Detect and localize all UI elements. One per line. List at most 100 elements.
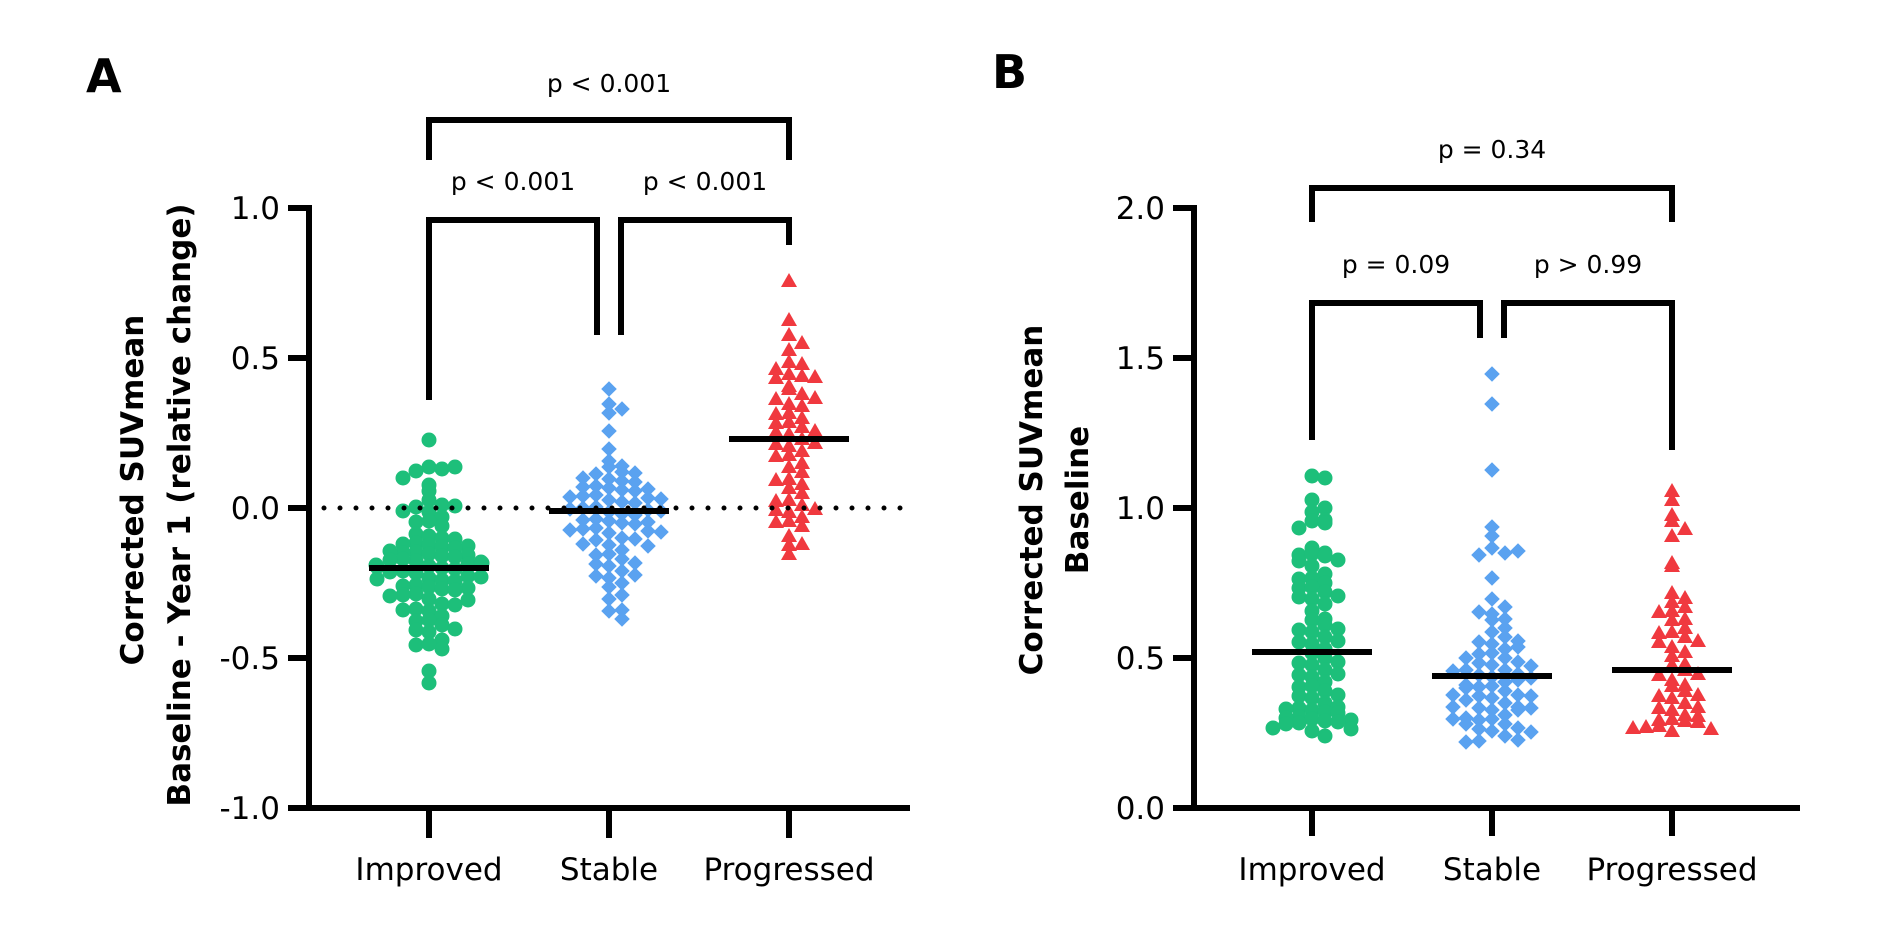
panel-a-point-stable [575, 536, 591, 552]
panel-a-point-improved [434, 518, 450, 534]
panel-b-point-stable [1510, 543, 1526, 559]
panel-b-point-improved [1317, 548, 1333, 564]
panel-b-point-improved [1317, 617, 1333, 633]
panel-b-point-progressed [1664, 492, 1680, 506]
panel-b-ylabel-line1: Corrected SUVmean [1014, 325, 1050, 676]
panel-b-p-value-label: p > 0.99 [1534, 250, 1642, 279]
panel-b-point-improved [1317, 662, 1333, 678]
panel-b-point-improved [1330, 588, 1346, 604]
panel-a-point-improved [421, 546, 437, 562]
panel-b-y-tick-label: 1.0 [1116, 491, 1165, 527]
panel-a-point-improved [395, 551, 411, 567]
panel-a-y-tick-label: 1.0 [231, 191, 280, 227]
panel-b-point-stable [1484, 678, 1500, 694]
panel-b-point-stable [1471, 733, 1487, 749]
panel-b-point-progressed [1664, 594, 1680, 608]
panel-b-point-progressed [1664, 528, 1680, 542]
panel-a-point-stable [614, 611, 630, 627]
panel-a-point-progressed [794, 335, 810, 349]
panel-a-point-improved [421, 579, 437, 595]
panel-a-point-progressed [768, 424, 784, 438]
panel-a-point-improved [395, 470, 411, 486]
panel-b-point-stable [1510, 720, 1526, 736]
panel-a-point-progressed [781, 492, 797, 506]
panel-b-point-improved [1304, 591, 1320, 607]
panel-b-point-stable [1458, 734, 1474, 750]
panel-a-point-progressed [781, 438, 797, 452]
panel-a-point-improved [408, 553, 424, 569]
panel-a-point-progressed [781, 414, 797, 428]
panel-a-point-progressed [781, 273, 797, 287]
panel-b-point-progressed [1664, 513, 1680, 527]
panel-b-point-improved [1330, 687, 1346, 703]
panel-a-point-improved [434, 617, 450, 633]
panel-a-point-progressed [781, 528, 797, 542]
panel-a-point-progressed [794, 509, 810, 523]
panel-b-point-stable [1484, 636, 1500, 652]
panel-a: A -1.0 -0.5 0.0 0.5 1.0 Improved Stable Progres… [86, 49, 913, 888]
panel-b-point-stable [1497, 629, 1513, 645]
panel-b-point-improved [1304, 711, 1320, 727]
panel-b-y-tick-label: 0.0 [1116, 791, 1165, 827]
panel-b-point-improved [1304, 723, 1320, 739]
panel-a-point-stable [614, 587, 630, 603]
panel-b-point-stable [1484, 528, 1500, 544]
panel-a-point-improved [460, 592, 476, 608]
panel-a-point-stable [601, 546, 617, 562]
panel-b-point-improved [1304, 624, 1320, 640]
panel-b-point-stable [1523, 700, 1539, 716]
panel-a-category-label: Stable [560, 852, 658, 888]
panel-a-y-tick-label: 0.5 [231, 341, 280, 377]
panel-b-point-improved [1278, 716, 1294, 732]
panel-a-point-improved [434, 548, 450, 564]
panel-a-point-progressed [781, 459, 797, 473]
panel-b-point-progressed [1625, 720, 1641, 734]
panel-a-y-tick-label: 0.0 [231, 491, 280, 527]
panel-a-point-progressed [781, 471, 797, 485]
panel-a-point-improved [421, 675, 437, 691]
panel-a-point-improved [408, 463, 424, 479]
panel-a-point-stable [575, 512, 591, 528]
panel-a-point-stable [627, 567, 643, 583]
panel-a-point-progressed [781, 366, 797, 380]
panel-a-y-tick-label: -0.5 [220, 641, 281, 677]
panel-a-point-stable [627, 516, 643, 532]
panel-b-point-stable [1445, 711, 1461, 727]
panel-b-point-improved [1304, 678, 1320, 694]
panel-a-point-improved [395, 503, 411, 519]
panel-a-point-stable [653, 524, 669, 540]
panel-b-point-improved [1291, 553, 1307, 569]
panel-b-point-stable [1471, 679, 1487, 695]
panel-b-point-progressed [1638, 719, 1654, 733]
panel-a-point-stable [588, 556, 604, 572]
panel-b-point-progressed [1664, 648, 1680, 662]
panel-b-category-label: Improved [1238, 852, 1385, 888]
panel-a-point-improved [408, 499, 424, 515]
panel-a-comparison-bracket [426, 217, 600, 400]
panel-b-point-improved [1304, 468, 1320, 484]
panel-a-point-improved [421, 591, 437, 607]
panel-a-point-improved [421, 612, 437, 628]
panel-a-point-progressed [768, 361, 784, 375]
panel-b-point-stable [1497, 728, 1513, 744]
panel-a-point-improved [447, 597, 463, 613]
panel-a-axes: -1.0 -0.5 0.0 0.5 1.0 Improved Stable Progresse… [220, 69, 913, 888]
panel-a-point-progressed [807, 501, 823, 515]
panel-b-point-improved [1291, 622, 1307, 638]
panel-a-category-label: Improved [355, 852, 502, 888]
panel-b-point-stable [1484, 396, 1500, 412]
panel-a-point-improved [447, 498, 463, 514]
panel-b-point-stable [1523, 688, 1539, 704]
panel-b-point-progressed [1664, 603, 1680, 617]
panel-b-category-label: Stable [1443, 852, 1541, 888]
panel-b-point-stable [1484, 711, 1500, 727]
panel-a-point-improved [369, 571, 385, 587]
panel-a-point-progressed [768, 493, 784, 507]
panel-b-point-improved [1330, 654, 1346, 670]
panel-b-point-stable [1497, 545, 1513, 561]
panel-a-ylabel-line2: Baseline - Year 1 (relative change) [162, 203, 198, 806]
panel-a-point-progressed [807, 390, 823, 404]
panel-a-point-improved [460, 580, 476, 596]
panel-a-point-progressed [794, 368, 810, 382]
panel-b-point-progressed [1651, 718, 1667, 732]
